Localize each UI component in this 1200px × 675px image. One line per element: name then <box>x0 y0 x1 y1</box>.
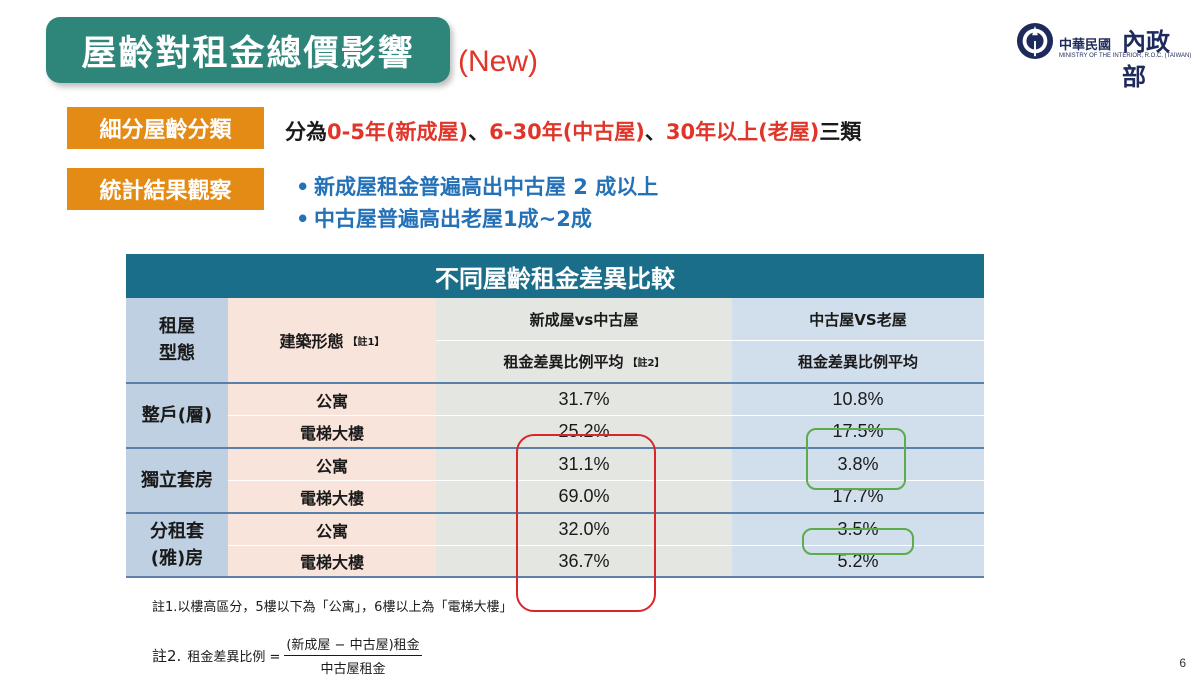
rental-type-label: 整戶(層) <box>141 405 213 426</box>
header-rental-type: 租屋 型態 <box>126 298 228 382</box>
building-cell: 公寓 <box>228 514 436 545</box>
new-badge: (New) <box>458 45 538 78</box>
ministry-emblem-icon <box>1016 22 1054 60</box>
rental-type-label-line2: (雅)房 <box>150 548 204 569</box>
header-building-text: 建築形態 <box>279 332 344 351</box>
observation-text: 中古屋普遍高出老屋1成~2成 <box>314 207 592 231</box>
footnote-1: 註1.以樓高區分，5樓以下為「公寓」，6樓以上為「電梯大樓」 <box>152 600 513 615</box>
mid-vs-old-value: 3.8% <box>732 449 984 480</box>
table-title: 不同屋齡租金差異比較 <box>126 254 984 298</box>
classification-tag: 細分屋齡分類 <box>67 107 264 149</box>
new-vs-mid-value: 36.7% <box>436 546 732 576</box>
observation-list: • 新成屋租金普遍高出中古屋 2 成以上 • 中古屋普遍高出老屋1成~2成 <box>296 171 658 235</box>
rental-type-cell: 整戶(層) <box>126 384 228 447</box>
highlight-new-vs-mid-ring <box>516 434 656 612</box>
separator: 、 <box>468 120 490 144</box>
new-vs-mid-value: 25.2% <box>436 416 732 447</box>
observation-item: • 新成屋租金普遍高出中古屋 2 成以上 <box>296 171 658 203</box>
separator: 、 <box>644 120 666 144</box>
header-ratio-avg-old: 租金差異比例平均 <box>732 341 984 382</box>
category-old: 30年以上(老屋) <box>665 120 820 144</box>
group-divider <box>126 512 984 514</box>
highlight-mid-vs-old-ring <box>802 528 914 555</box>
header-new-vs-mid: 新成屋vs中古屋 <box>436 298 732 340</box>
formula-numerator: (新成屋 − 中古屋)租金 <box>284 634 422 656</box>
classification-prefix: 分為 <box>285 120 327 144</box>
building-cell: 公寓 <box>228 384 436 415</box>
building-cell: 電梯大樓 <box>228 481 436 512</box>
new-vs-mid-value: 31.7% <box>436 384 732 415</box>
new-vs-mid-value: 32.0% <box>436 514 732 545</box>
logo-text-big: 內政部 <box>1122 27 1170 91</box>
footnote-2-lhs: 租金差異比例 = <box>187 650 281 665</box>
mid-vs-old-value: 17.5% <box>732 416 984 447</box>
bullet-icon: • <box>296 175 310 199</box>
header-rental-type-line2: 型態 <box>159 343 195 364</box>
mid-vs-old-value: 17.7% <box>732 481 984 512</box>
header-ratio-text: 租金差異比例平均 <box>503 353 624 371</box>
classification-line: 分為0-5年(新成屋)、6-30年(中古屋)、30年以上(老屋)三類 <box>285 116 861 146</box>
rental-type-cell: 分租套 (雅)房 <box>126 514 228 576</box>
mid-vs-old-value: 10.8% <box>732 384 984 415</box>
logo-text-small: 中華民國 <box>1059 38 1112 53</box>
header-ratio-note: 【註2】 <box>627 358 665 369</box>
page-number: 6 <box>1179 656 1186 670</box>
rental-type-label: 獨立套房 <box>141 470 213 491</box>
title-banner: 屋齡對租金總價影響 <box>46 17 450 83</box>
group-divider <box>126 382 984 384</box>
slide-title: 屋齡對租金總價影響 <box>81 33 415 74</box>
table-grid: 租屋 型態 建築形態 【註1】 新成屋vs中古屋 租金差異比例平均 【註2】 中古屋… <box>126 298 984 612</box>
new-vs-mid-value: 69.0% <box>436 481 732 512</box>
header-rental-type-line1: 租屋 <box>159 316 195 337</box>
bullet-icon: • <box>296 207 310 231</box>
building-cell: 公寓 <box>228 449 436 480</box>
rental-type-cell: 獨立套房 <box>126 449 228 512</box>
category-new: 0-5年(新成屋) <box>327 120 469 144</box>
mid-vs-old-value: 5.2% <box>732 546 984 576</box>
rental-type-label: 分租套 <box>150 521 204 542</box>
formula-fraction: (新成屋 − 中古屋)租金 中古屋租金 <box>284 634 422 675</box>
formula-denominator: 中古屋租金 <box>320 662 386 675</box>
rent-difference-table: 不同屋齡租金差異比較 租屋 型態 建築形態 【註1】 新成屋vs中古屋 租金差異比… <box>126 254 984 612</box>
header-mid-vs-old: 中古屋VS老屋 <box>732 298 984 340</box>
header-building-form: 建築形態 【註1】 <box>228 298 436 382</box>
category-mid: 6-30年(中古屋) <box>489 120 645 144</box>
table-bottom-border <box>126 576 984 578</box>
group-divider <box>126 447 984 449</box>
observation-tag: 統計結果觀察 <box>67 168 264 210</box>
footnote-2: 註2. 租金差異比例 = (新成屋 − 中古屋)租金 中古屋租金 <box>152 634 422 675</box>
logo-text-en: MINISTRY OF THE INTERIOR, R.O.C. (TAIWAN… <box>1059 53 1192 59</box>
ministry-logo: 中華民國 內政部 MINISTRY OF THE INTERIOR, R.O.C… <box>1016 20 1191 91</box>
building-cell: 電梯大樓 <box>228 416 436 447</box>
observation-text: 新成屋租金普遍高出中古屋 2 成以上 <box>314 175 659 199</box>
classification-suffix: 三類 <box>819 120 862 144</box>
observation-item: • 中古屋普遍高出老屋1成~2成 <box>296 203 658 235</box>
building-cell: 電梯大樓 <box>228 546 436 576</box>
header-building-note: 【註1】 <box>347 336 385 348</box>
highlight-mid-vs-old-ring <box>806 428 906 490</box>
new-vs-mid-value: 31.1% <box>436 449 732 480</box>
header-ratio-avg-new: 租金差異比例平均 【註2】 <box>436 341 732 382</box>
footnote-2-label: 註2. <box>152 647 182 665</box>
